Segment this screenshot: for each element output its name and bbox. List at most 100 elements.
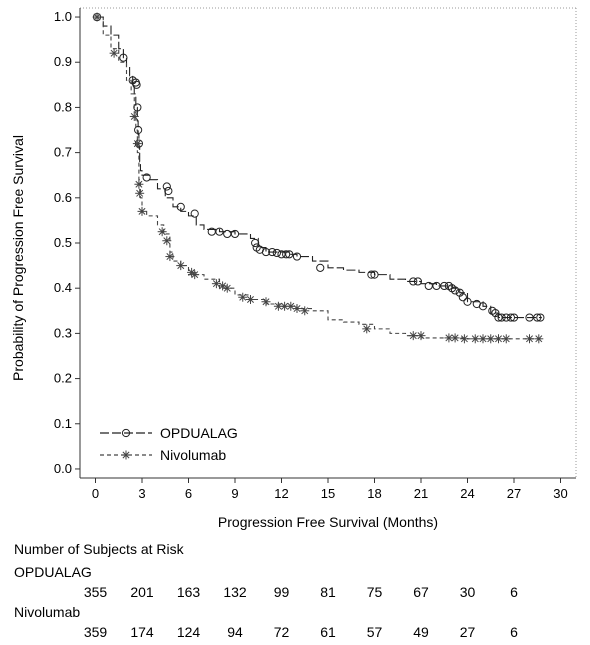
- censor-mark: [211, 279, 221, 289]
- censor-mark: [494, 313, 503, 322]
- censor-mark: [285, 250, 294, 259]
- risk-count: 94: [227, 624, 243, 640]
- series-layer: [92, 12, 545, 344]
- y-tick-label: 1.0: [54, 9, 72, 24]
- x-axis: 0 3 6 9 12 15 18 21 24 27 30: [92, 478, 568, 501]
- y-tick-label: 0.3: [54, 325, 72, 340]
- censor-mark: [292, 304, 302, 314]
- censor-mark: [119, 53, 128, 62]
- x-axis-label: Progression Free Survival (Months): [218, 514, 438, 530]
- censor-mark: [432, 281, 441, 291]
- censor-mark: [277, 250, 286, 259]
- censor-mark: [509, 313, 519, 322]
- risk-row-label-opdualag: OPDUALAG: [14, 564, 92, 580]
- risk-row-label-nivolumab: Nivolumab: [14, 604, 81, 620]
- censor-mark: [413, 277, 422, 286]
- legend-label: Nivolumab: [160, 447, 226, 463]
- x-tick-label: 6: [185, 486, 192, 501]
- censor-mark: [162, 182, 171, 191]
- x-tick-label: 30: [553, 486, 567, 501]
- risk-count: 6: [510, 624, 518, 640]
- censor-mark: [142, 173, 151, 182]
- censor-mark: [238, 292, 248, 302]
- censor-mark: [268, 247, 277, 257]
- censor-mark: [536, 313, 545, 322]
- censor-mark: [478, 334, 488, 344]
- censor-mark: [300, 306, 310, 316]
- censor-mark: [450, 333, 460, 343]
- censor-mark: [92, 12, 102, 22]
- censor-mark: [223, 229, 232, 239]
- censor-mark: [272, 248, 281, 258]
- censor-mark: [222, 283, 232, 293]
- risk-count: 67: [413, 584, 429, 600]
- risk-count: 6: [510, 584, 518, 600]
- x-tick-label: 3: [138, 486, 145, 501]
- censor-mark: [370, 270, 379, 279]
- y-tick-label: 0.1: [54, 416, 72, 431]
- censor-mark: [230, 229, 240, 239]
- x-tick-label: 9: [231, 486, 238, 501]
- censor-mark: [459, 334, 469, 344]
- risk-count: 30: [459, 584, 476, 600]
- censor-mark: [424, 281, 433, 291]
- y-tick-label: 0.2: [54, 371, 72, 386]
- legend: OPDUALAG Nivolumab: [100, 425, 238, 463]
- risk-count: 27: [459, 624, 476, 640]
- censor-mark: [165, 252, 175, 262]
- censor-mark: [134, 125, 143, 135]
- series-opdualag: [92, 12, 545, 322]
- survival-curve: [95, 16, 542, 340]
- x-tick-label: 0: [92, 486, 99, 501]
- censor-mark: [176, 202, 185, 211]
- risk-count: 201: [130, 584, 154, 600]
- risk-count: 61: [320, 624, 336, 640]
- censor-mark: [176, 261, 186, 271]
- series-nivolumab: [92, 12, 544, 344]
- y-tick-label: 0.9: [54, 54, 72, 69]
- censor-mark: [525, 334, 534, 344]
- censor-mark: [132, 139, 142, 149]
- y-tick-label: 0.5: [54, 235, 72, 250]
- risk-count: 359: [83, 624, 108, 640]
- y-tick-label: 0.4: [54, 280, 72, 295]
- risk-count: 132: [223, 584, 247, 600]
- censor-mark: [137, 206, 147, 216]
- risk-count: 163: [176, 584, 201, 600]
- risk-count: 75: [366, 584, 383, 600]
- censor-mark: [246, 294, 255, 304]
- censor-mark: [502, 313, 511, 322]
- censor-mark: [207, 227, 216, 236]
- x-tick-label: 24: [460, 486, 474, 501]
- km-chart: 0.0 0.1 0.2 0.3 0.4 0.5 0.6 0.7 0.8 0.9 1.0 0 3 6 9 12…: [10, 7, 577, 530]
- censor-mark: [497, 313, 506, 322]
- y-axis: 0.0 0.1 0.2 0.3 0.4 0.5 0.6 0.7 0.8 0.9 1.0: [54, 9, 80, 476]
- censor-mark: [478, 302, 488, 311]
- risk-count: 49: [413, 624, 429, 640]
- censor-mark: [409, 277, 418, 286]
- risk-count: 99: [273, 584, 290, 600]
- censor-mark: [316, 263, 325, 272]
- risk-count: 81: [320, 584, 336, 600]
- censor-mark: [273, 301, 283, 311]
- censor-mark: [109, 48, 119, 58]
- risk-table-title: Number of Subjects at Risk: [14, 541, 184, 557]
- censor-mark: [501, 334, 511, 344]
- censor-mark: [190, 209, 199, 218]
- censor-mark: [533, 313, 542, 322]
- risk-count: 72: [273, 624, 290, 640]
- censor-mark: [162, 236, 172, 246]
- censor-mark: [486, 334, 496, 344]
- censor-mark: [129, 111, 139, 121]
- censor-mark: [135, 188, 145, 198]
- risk-count: 124: [176, 624, 201, 640]
- censor-mark: [164, 186, 173, 196]
- censor-mark: [134, 179, 144, 189]
- censor-mark: [408, 331, 418, 341]
- y-tick-label: 0.7: [54, 145, 72, 160]
- censor-mark: [494, 334, 503, 344]
- censor-mark: [251, 238, 260, 248]
- censor-mark: [444, 333, 454, 343]
- y-tick-label: 0.0: [54, 461, 72, 476]
- x-tick-label: 12: [274, 486, 288, 501]
